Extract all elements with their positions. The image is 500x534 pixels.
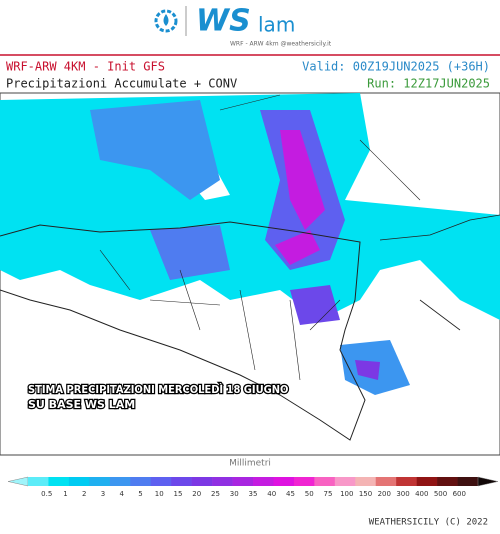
precip-magenta [280,130,325,230]
colorbar-label: 150 [359,490,372,498]
colorbar-label: 600 [453,490,466,498]
precip-blue [90,100,220,200]
colorbar-end-high [477,476,499,487]
valid-label: Valid: 00Z19JUN2025 (+36H) [302,60,490,74]
colorbar-swatch [355,477,377,486]
colorbar-swatch [334,477,356,486]
model-label: WRF-ARW 4KM - Init GFS [6,60,165,74]
colorbar-swatch [150,477,172,486]
colorbar-swatch [28,477,49,486]
colorbar-label: 15 [174,490,183,498]
field-label: Precipitazioni Accumulate + CONV [6,77,237,91]
logo: WS lam WRF - ARW 4km @weathersicily.it [154,4,332,48]
colorbar-label: 30 [230,490,239,498]
logo-tagline: WRF - ARW 4km @weathersicily.it [230,41,332,48]
colorbar-swatch [375,477,397,486]
colorbar-label: 0.5 [41,490,52,498]
map: STIMA PRECIPITAZIONI MERCOLEDÌ 18 GIUGNO… [0,92,500,456]
logo-gear [154,9,178,33]
colorbar: 0.5 1 2 3 4 5 10 15 20 25 30 35 40 45 50 75 100 150 200 300… [7,476,499,498]
colorbar-swatch [293,477,315,486]
colorbar-swatch [89,477,111,486]
colorbar-label: 25 [211,490,220,498]
precip-magenta2 [275,230,320,265]
precip-se-core [355,360,380,380]
precip-purple [290,285,340,325]
colorbar-end-low [7,476,29,487]
colorbar-swatch [253,477,274,486]
colorbar-label: 200 [378,490,391,498]
colorbar-label: 1 [63,490,67,498]
colorbar-swatch [416,477,438,486]
coastline [0,221,366,441]
colorbar-label: 2 [82,490,86,498]
calabria-coast [379,214,500,331]
colorbar-label: 400 [415,490,428,498]
colorbar-label: 4 [120,490,125,498]
colorbar-label: 5 [138,490,142,498]
colorbar-swatch [130,477,152,486]
colorbar-swatch [232,477,254,486]
colorbar-label: 45 [286,490,295,498]
logo-main: WS [196,4,251,39]
logo-sub: lam [258,13,295,37]
colorbar-swatch [109,477,131,486]
colorbar-label: 35 [249,490,258,498]
colorbar-swatch [212,477,233,486]
colorbar-label: 40 [267,490,276,498]
colorbar-label: 500 [434,490,447,498]
colorbar-label: 50 [305,490,314,498]
copyright: WEATHERSICILY (C) 2022 [369,518,488,528]
legend-unit: Millimetri [229,459,271,469]
colorbar-swatch [191,477,213,486]
overlay-line1: STIMA PRECIPITAZIONI MERCOLEDÌ 18 GIUGNO [28,383,288,396]
colorbar-swatch [273,477,295,486]
colorbar-label: 20 [192,490,201,498]
colorbar-label: 10 [155,490,164,498]
colorbar-label: 300 [396,490,409,498]
colorbar-swatch [457,477,479,486]
borders [99,249,341,381]
run-label: Run: 12Z17JUN2025 [367,77,490,91]
colorbar-swatch [171,477,192,486]
colorbar-swatch [314,477,336,486]
islands [219,94,421,201]
overlay-line2: SU BASE WS LAM [28,398,135,411]
colorbar-swatch [396,477,417,486]
colorbar-label: 75 [324,490,333,498]
colorbar-swatch [437,477,458,486]
colorbar-swatch [68,477,90,486]
precip-blue3 [150,225,230,280]
colorbar-label: 100 [340,490,353,498]
logo-drop [163,14,169,26]
colorbar-swatch [48,477,70,486]
colorbar-label: 3 [101,490,105,498]
